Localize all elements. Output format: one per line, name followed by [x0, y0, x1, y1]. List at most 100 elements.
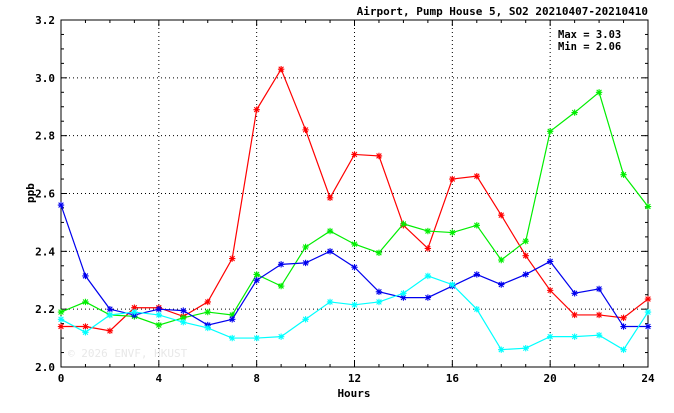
data-point-marker	[106, 311, 114, 319]
data-point-marker	[375, 152, 383, 160]
data-point-marker	[351, 301, 358, 309]
data-point-marker	[546, 128, 554, 135]
data-point-marker	[57, 323, 65, 330]
data-point-marker	[155, 321, 163, 329]
data-point-marker	[473, 172, 480, 180]
data-point-marker	[326, 227, 334, 235]
data-point-marker	[546, 258, 554, 265]
data-point-marker	[82, 298, 89, 306]
data-point-marker	[620, 323, 627, 330]
grid-lines	[61, 20, 648, 367]
data-point-marker	[424, 227, 432, 235]
data-point-marker	[302, 316, 309, 323]
data-point-marker	[204, 308, 211, 316]
data-point-marker	[82, 272, 89, 280]
data-point-marker	[106, 327, 114, 335]
data-point-marker	[351, 264, 358, 271]
data-point-marker	[595, 331, 603, 339]
data-point-marker	[449, 281, 456, 288]
data-point-marker	[620, 314, 627, 322]
data-point-marker	[277, 261, 285, 268]
data-point-marker	[57, 316, 65, 323]
axes: 0 4 8 12 16 20 24 2.0 2.2 2.4 2.6 2.8 3.0 3.2	[35, 14, 655, 385]
data-point-marker	[253, 334, 260, 342]
data-point-marker	[644, 308, 652, 316]
data-point-marker	[595, 285, 603, 293]
data-point-marker	[522, 252, 529, 259]
data-point-marker	[522, 345, 529, 352]
data-point-marker	[424, 272, 432, 280]
data-point-marker	[277, 333, 285, 340]
data-point-marker	[546, 333, 554, 340]
data-point-marker	[326, 298, 334, 306]
data-point-marker	[498, 211, 505, 219]
x-tick-label: 20	[544, 372, 557, 385]
data-point-marker	[131, 308, 138, 316]
data-point-marker	[229, 316, 236, 323]
data-point-marker	[644, 323, 652, 330]
data-point-marker	[57, 308, 65, 316]
data-point-marker	[473, 271, 480, 278]
x-tick-label: 24	[641, 372, 655, 385]
data-point-marker	[620, 346, 627, 353]
watermark: © 2026 ENVF, HKUST	[68, 347, 188, 360]
data-point-marker	[400, 294, 407, 301]
data-point-marker	[644, 295, 652, 303]
data-point-marker	[595, 89, 603, 96]
data-point-marker	[253, 277, 260, 284]
data-point-marker	[253, 271, 260, 278]
data-point-marker	[82, 329, 89, 336]
y-tick-label: 2.0	[35, 361, 55, 374]
data-point-marker	[473, 305, 480, 313]
data-point-marker	[302, 243, 309, 251]
chart-title: Airport, Pump House 5, SO2 20210407-2021…	[357, 5, 648, 18]
data-point-marker	[375, 249, 383, 256]
data-point-marker	[204, 324, 211, 332]
data-point-marker	[375, 288, 383, 296]
data-point-marker	[326, 248, 334, 255]
max-stat-label: Max = 3.03	[558, 29, 621, 41]
data-point-marker	[351, 151, 358, 158]
data-point-marker	[277, 282, 285, 290]
data-point-marker	[546, 287, 554, 294]
data-point-marker	[571, 109, 578, 116]
x-tick-label: 8	[253, 372, 260, 385]
data-point-marker	[571, 290, 578, 297]
data-point-marker	[180, 318, 187, 326]
data-point-marker	[498, 256, 505, 264]
data-point-marker	[620, 171, 627, 178]
x-axis-label: Hours	[337, 387, 370, 400]
data-point-marker	[400, 220, 407, 228]
y-tick-label: 2.2	[35, 303, 55, 316]
data-point-marker	[595, 311, 603, 319]
data-point-marker	[180, 307, 187, 314]
data-point-marker	[131, 304, 138, 311]
series-group	[57, 65, 652, 353]
data-point-marker	[253, 106, 260, 113]
data-point-marker	[204, 298, 211, 306]
data-point-marker	[180, 314, 187, 322]
data-point-marker	[229, 311, 236, 319]
data-point-marker	[302, 126, 309, 134]
min-stat-label: Min = 2.06	[558, 41, 621, 53]
data-point-marker	[229, 255, 236, 262]
data-point-marker	[155, 311, 163, 319]
data-point-marker	[375, 298, 383, 306]
series-4	[57, 272, 652, 353]
data-point-marker	[351, 240, 358, 248]
y-tick-label: 2.6	[35, 188, 55, 201]
data-point-marker	[571, 333, 578, 340]
data-point-marker	[449, 175, 456, 183]
data-point-marker	[522, 271, 529, 278]
x-tick-label: 12	[348, 372, 361, 385]
data-point-marker	[644, 203, 652, 210]
y-axis-label: ppb	[24, 183, 37, 203]
data-point-marker	[57, 201, 65, 209]
data-point-marker	[82, 323, 89, 330]
data-point-marker	[424, 245, 432, 252]
data-point-marker	[155, 305, 163, 313]
data-point-marker	[449, 229, 456, 236]
data-point-marker	[326, 194, 334, 202]
